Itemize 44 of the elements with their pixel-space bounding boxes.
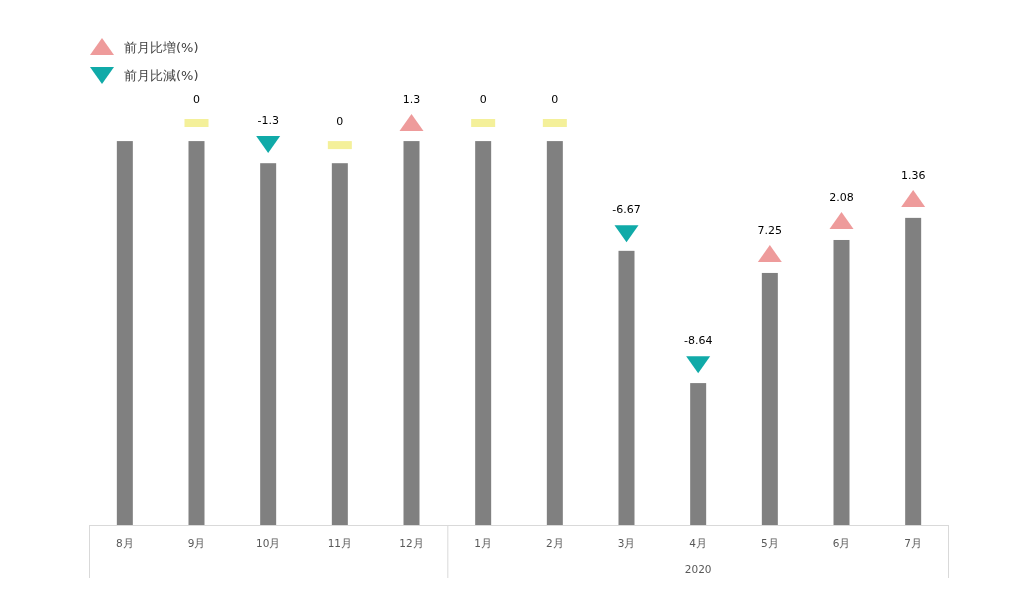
- annotation: -6.67: [612, 203, 641, 217]
- x-tick-label: 8月: [115, 537, 134, 549]
- annotation: -1.3: [257, 113, 279, 127]
- point: [901, 189, 926, 207]
- annotation: 0: [479, 93, 487, 106]
- x-tick-label: 6月: [832, 537, 851, 549]
- annotation: 2.08: [829, 191, 854, 205]
- legend-label: 前月比減(%): [124, 68, 199, 83]
- bar: [331, 163, 348, 525]
- x-tick-label: 7月: [904, 537, 923, 549]
- text: 2020: [684, 563, 712, 575]
- x-tick-label: 10月: [255, 537, 281, 549]
- point: [256, 135, 281, 153]
- point: [614, 225, 639, 243]
- bar: [905, 217, 922, 525]
- x-tick-label: 4月: [689, 537, 708, 549]
- bar: [403, 141, 420, 525]
- bar: [618, 250, 635, 525]
- annotation: -8.64: [683, 334, 713, 348]
- annotation: 0: [336, 115, 344, 129]
- annotation: 1.36: [900, 168, 926, 182]
- bar: [546, 141, 563, 525]
- x-tick-label: 9月: [187, 537, 206, 549]
- x-tick-label: 5月: [760, 537, 779, 549]
- x-tick-label: 12月: [399, 537, 424, 549]
- annotation: 7.25: [757, 224, 783, 238]
- point: [757, 245, 782, 263]
- x-tick-label: 2月: [545, 537, 564, 549]
- x-tick-label: 1月: [474, 537, 493, 549]
- legend-label: 前月比増(%): [124, 40, 199, 55]
- point: [829, 212, 854, 230]
- annotation: 0: [193, 93, 200, 106]
- x-tick-label: 11月: [327, 537, 353, 549]
- point: [686, 356, 711, 374]
- bar: [761, 272, 778, 525]
- bar: [116, 141, 133, 525]
- bar: [260, 163, 277, 525]
- annotation: 1.3: [402, 93, 421, 106]
- x-tick-label: 3月: [617, 537, 636, 549]
- bar: [690, 383, 707, 525]
- annotation: 0: [551, 93, 559, 106]
- bar: [833, 239, 850, 525]
- bar: [188, 141, 205, 525]
- bar: [475, 141, 492, 525]
